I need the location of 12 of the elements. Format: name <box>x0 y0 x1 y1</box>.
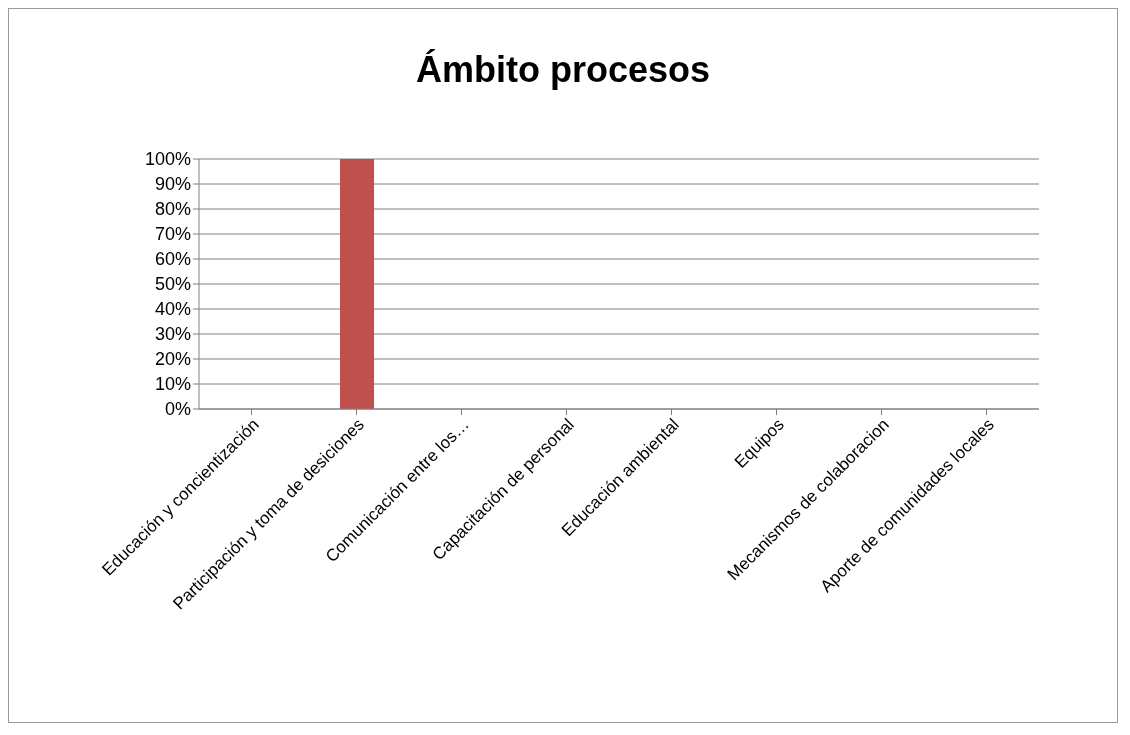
y-tick-label: 30% <box>154 324 191 345</box>
y-tick-label: 80% <box>154 199 191 220</box>
y-tick-label: 20% <box>154 349 191 370</box>
y-tick-label: 50% <box>154 274 191 295</box>
chart-title: Ámbito procesos <box>414 49 711 92</box>
y-tick-label: 100% <box>144 149 191 170</box>
y-tick-label: 70% <box>154 224 191 245</box>
y-tick-label: 10% <box>154 374 191 395</box>
y-tick-label: 0% <box>164 399 191 420</box>
y-tick-label: 90% <box>154 174 191 195</box>
y-tick-label: 40% <box>154 299 191 320</box>
y-tick-label: 60% <box>154 249 191 270</box>
